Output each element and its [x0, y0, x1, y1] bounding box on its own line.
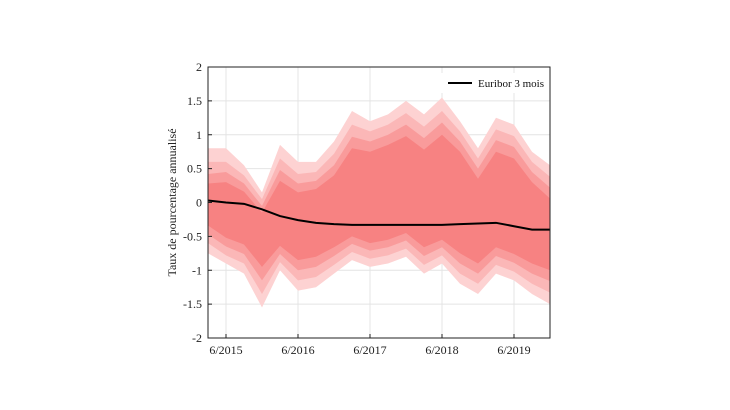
- series-lines: [207, 199, 550, 231]
- y-tick-label: 0: [196, 196, 202, 210]
- y-tick-label: 2: [196, 60, 202, 74]
- legend-label: Euribor 3 mois: [478, 78, 544, 90]
- y-tick-label: 1: [196, 128, 202, 142]
- y-tick-label: 0.5: [187, 162, 202, 176]
- legend: Euribor 3 mois: [440, 73, 544, 93]
- y-tick-label: -0.5: [183, 229, 202, 243]
- y-tick-label: 1.5: [187, 94, 202, 108]
- x-tick-label: 6/2016: [281, 343, 314, 357]
- y-tick-label: -1: [192, 263, 202, 277]
- y-tick-label: -1.5: [183, 297, 202, 311]
- x-tick-label: 6/2015: [209, 343, 242, 357]
- y-tick-label: -2: [192, 331, 202, 345]
- legend-box: [440, 73, 544, 93]
- series-line-euribor: [207, 199, 550, 231]
- y-axis-label: Taux de pourcentage annualisé: [165, 128, 179, 276]
- fan-bands: [208, 97, 550, 308]
- x-axis: 6/2015 6/2016 6/2017 6/2018 6/2019: [209, 334, 531, 357]
- y-axis: -2 -1.5 -1 -0.5 0 0.5 1 1.5 2: [183, 60, 212, 345]
- fan-band-4: [208, 134, 550, 271]
- x-tick-label: 6/2018: [425, 343, 458, 357]
- x-tick-label: 6/2017: [353, 343, 386, 357]
- x-tick-label: 6/2019: [497, 343, 530, 357]
